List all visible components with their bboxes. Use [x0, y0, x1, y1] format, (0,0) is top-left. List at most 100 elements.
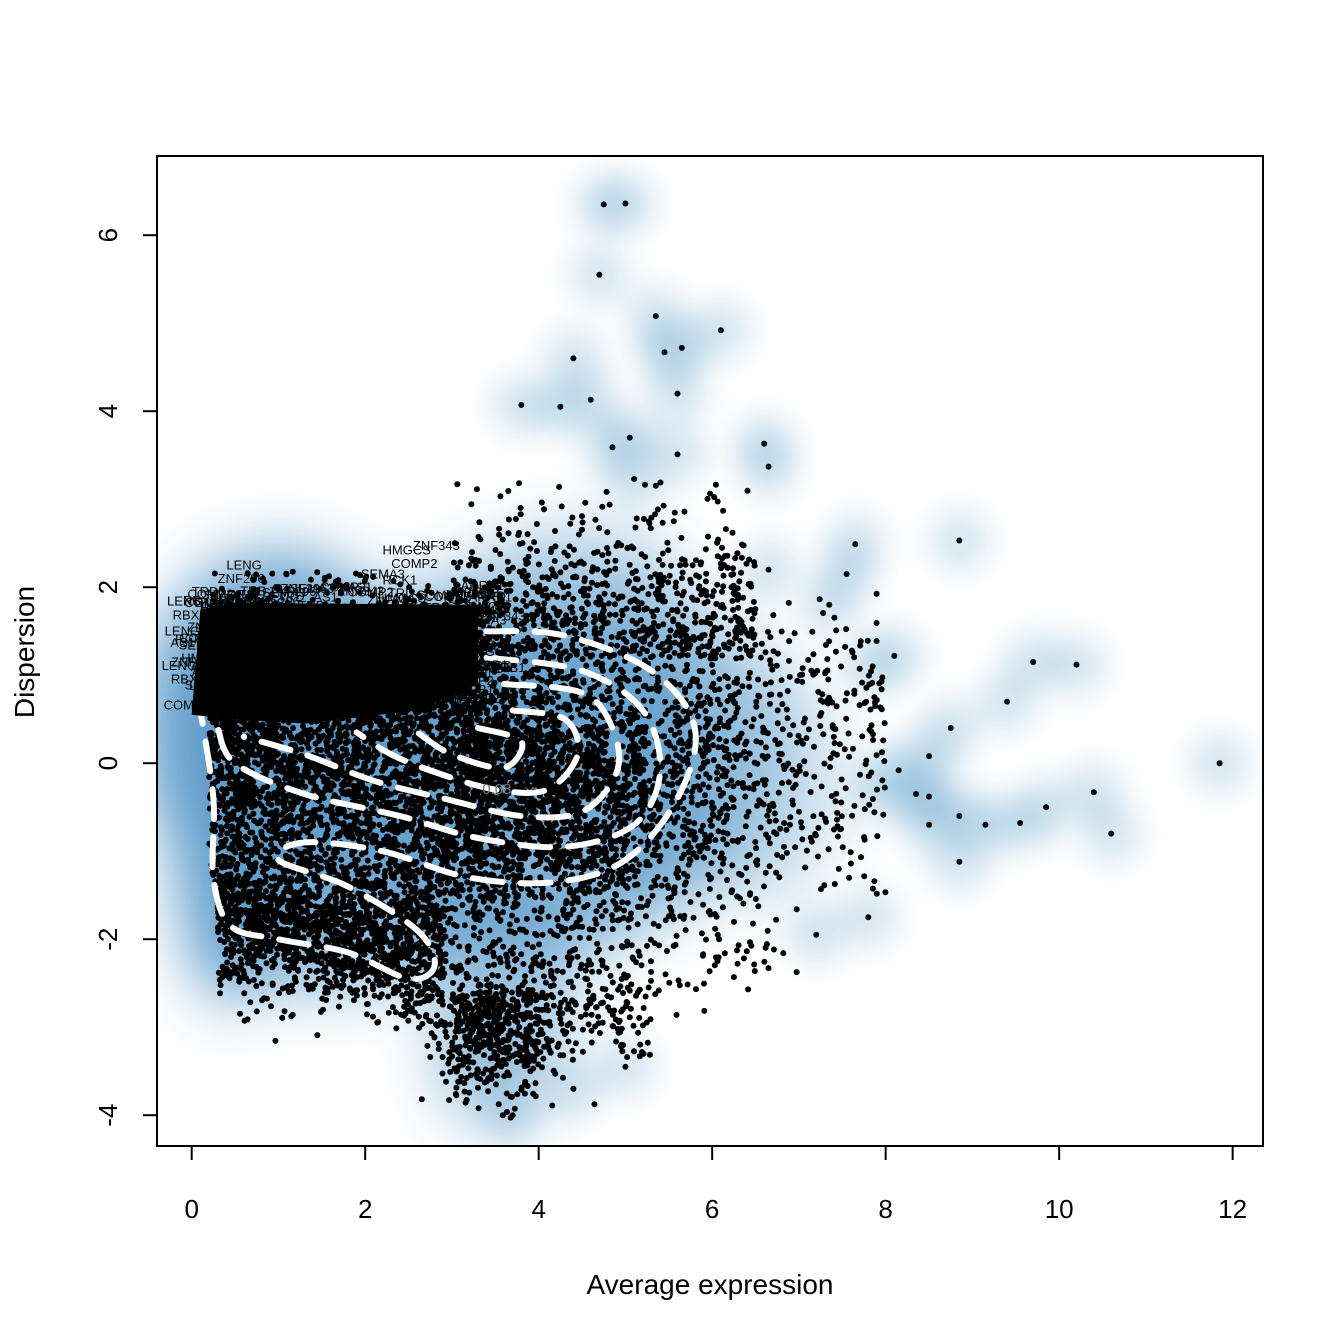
- data-point: [304, 772, 311, 779]
- data-point: [351, 747, 358, 754]
- data-point: [280, 808, 287, 815]
- data-point: [618, 728, 625, 735]
- data-point: [723, 841, 730, 848]
- data-point: [324, 589, 331, 596]
- data-point: [631, 776, 638, 782]
- data-point: [386, 741, 393, 748]
- data-point: [447, 938, 454, 944]
- data-point: [590, 716, 596, 723]
- data-point: [740, 955, 747, 962]
- data-point: [673, 932, 680, 939]
- data-point: [610, 897, 617, 904]
- data-point: [680, 708, 687, 715]
- data-point: [444, 880, 451, 887]
- data-point: [288, 831, 295, 838]
- data-point: [529, 944, 536, 951]
- data-point: [334, 849, 340, 856]
- data-point: [523, 758, 530, 765]
- data-point: [784, 715, 791, 722]
- data-point: [235, 590, 242, 597]
- data-point: [269, 570, 276, 577]
- data-point: [297, 739, 304, 746]
- data-point: [593, 908, 600, 915]
- data-point: [324, 736, 331, 742]
- data-point: [500, 909, 507, 916]
- data-point: [539, 894, 546, 901]
- data-point: [751, 968, 758, 974]
- data-point: [225, 811, 232, 818]
- data-point: [452, 906, 459, 913]
- data-point: [602, 907, 609, 914]
- data-point: [368, 768, 375, 775]
- data-point: [250, 810, 257, 817]
- data-point: [288, 802, 295, 809]
- data-point: [745, 986, 752, 993]
- data-point: [593, 862, 600, 869]
- data-point: [253, 790, 260, 797]
- data-point: [665, 885, 672, 891]
- data-point: [343, 747, 350, 754]
- data-point: [350, 821, 357, 828]
- data-point: [317, 735, 324, 742]
- data-point: [282, 793, 289, 800]
- data-point: [323, 821, 330, 828]
- data-point: [713, 954, 719, 961]
- data-point: [638, 895, 644, 902]
- data-point: [766, 700, 773, 707]
- data-point: [725, 683, 732, 690]
- data-point: [707, 832, 714, 839]
- data-point: [325, 744, 332, 751]
- data-point: [717, 868, 724, 875]
- data-point: [233, 777, 240, 784]
- data-point: [555, 704, 562, 711]
- data-point: [572, 677, 579, 684]
- data-point: [720, 860, 726, 867]
- plot-area: 0.08 LENGZNF296HMGCSZNF343COMP2SEMA3RCK1…: [157, 173, 1250, 1146]
- data-point: [712, 837, 719, 844]
- data-point: [506, 974, 513, 981]
- data-point: [746, 891, 753, 898]
- data-point: [695, 891, 702, 898]
- data-point: [310, 822, 317, 829]
- data-point: [268, 836, 275, 842]
- data-point: [297, 820, 304, 827]
- data-point: [254, 820, 261, 827]
- data-point: [358, 820, 364, 827]
- data-point: [227, 735, 234, 742]
- data-point: [545, 892, 552, 899]
- data-point: [500, 943, 507, 950]
- data-point: [230, 745, 236, 752]
- data-point: [570, 595, 577, 602]
- data-point: [266, 818, 273, 825]
- data-point: [257, 854, 264, 860]
- data-point: [648, 816, 655, 823]
- data-point: [753, 845, 760, 852]
- data-point: [654, 607, 661, 613]
- data-point: [672, 941, 679, 948]
- data-point: [452, 934, 459, 941]
- data-point: [735, 942, 742, 949]
- data-point: [696, 786, 703, 793]
- data-point: [742, 755, 749, 762]
- data-point: [667, 904, 673, 911]
- data-point: [634, 868, 641, 875]
- data-point: [238, 841, 245, 848]
- data-point: [688, 794, 695, 801]
- data-point: [270, 754, 277, 761]
- data-point: [327, 729, 334, 736]
- data-point: [565, 591, 572, 598]
- data-point: [546, 666, 553, 673]
- data-point: [280, 819, 287, 826]
- data-point: [302, 783, 309, 790]
- data-point: [768, 691, 775, 698]
- data-point: [464, 879, 471, 886]
- data-point: [599, 925, 606, 932]
- data-point: [231, 730, 238, 737]
- data-point: [586, 935, 593, 941]
- data-point: [773, 916, 780, 923]
- data-point: [340, 820, 347, 827]
- data-point: [352, 812, 359, 819]
- data-point: [707, 817, 714, 824]
- data-point: [427, 855, 434, 862]
- data-point: [281, 803, 288, 810]
